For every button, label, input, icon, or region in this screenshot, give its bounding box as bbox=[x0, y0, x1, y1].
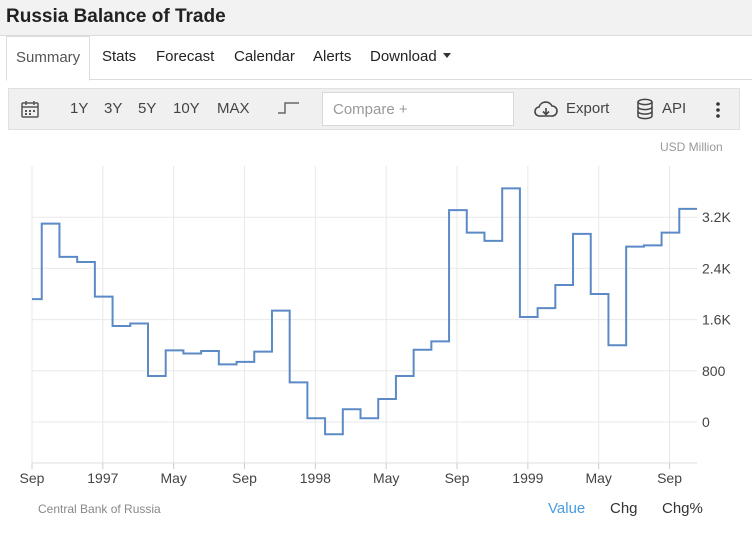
range-5y[interactable]: 5Y bbox=[138, 100, 157, 117]
tab-summary[interactable]: Summary bbox=[6, 36, 91, 81]
range-max[interactable]: MAX bbox=[217, 100, 250, 117]
more-options-icon[interactable] bbox=[715, 101, 721, 119]
tab-download-label: Download bbox=[370, 48, 437, 65]
y-tick-label: 0 bbox=[702, 414, 710, 430]
x-tick-label: 1998 bbox=[300, 470, 331, 486]
mode-chg-percent[interactable]: Chg% bbox=[662, 500, 703, 517]
y-tick-label: 800 bbox=[702, 363, 726, 379]
title-bar: Russia Balance of Trade bbox=[0, 0, 752, 36]
trade-balance-chart: 3.2K 2.4K 1.6K 800 0 Sep 1997 May Sep 1998 May Sep 1… bbox=[20, 166, 731, 486]
x-tick-label: Sep bbox=[20, 470, 45, 486]
x-tick-label: Sep bbox=[445, 470, 470, 486]
range-10y[interactable]: 10Y bbox=[173, 100, 200, 117]
database-icon[interactable] bbox=[635, 98, 655, 120]
tab-stats[interactable]: Stats bbox=[102, 48, 137, 65]
y-tick-label: 3.2K bbox=[702, 209, 731, 225]
x-tick-label: Sep bbox=[232, 470, 257, 486]
mode-value[interactable]: Value bbox=[548, 500, 586, 517]
x-tick-label: May bbox=[373, 470, 399, 486]
caret-down-icon bbox=[442, 52, 451, 58]
step-chart-icon[interactable] bbox=[277, 99, 301, 115]
source-label: Central Bank of Russia bbox=[38, 502, 161, 516]
api-button[interactable]: API bbox=[662, 100, 687, 117]
tab-forecast[interactable]: Forecast bbox=[156, 48, 215, 65]
calendar-icon[interactable] bbox=[20, 99, 40, 119]
x-tick-label: May bbox=[585, 470, 611, 486]
range-1y[interactable]: 1Y bbox=[70, 100, 89, 117]
compare-input[interactable] bbox=[322, 92, 514, 126]
x-tick-label: 1999 bbox=[512, 470, 543, 486]
x-tick-label: Sep bbox=[657, 470, 682, 486]
tab-bar: Summary Stats Forecast Calendar Alerts D… bbox=[6, 36, 752, 81]
x-tick-label: May bbox=[160, 470, 186, 486]
unit-label: USD Million bbox=[660, 140, 723, 154]
x-tick-label: 1997 bbox=[87, 470, 118, 486]
tab-calendar[interactable]: Calendar bbox=[234, 48, 295, 65]
cloud-download-icon[interactable] bbox=[533, 100, 559, 120]
page-title: Russia Balance of Trade bbox=[6, 6, 226, 27]
y-tick-label: 2.4K bbox=[702, 260, 731, 276]
tab-download[interactable]: Download bbox=[370, 36, 451, 80]
tab-alerts[interactable]: Alerts bbox=[313, 48, 352, 65]
y-tick-label: 1.6K bbox=[702, 312, 731, 328]
chart-toolbar: 1Y 3Y 5Y 10Y MAX Export API bbox=[8, 88, 740, 130]
mode-chg[interactable]: Chg bbox=[610, 500, 638, 517]
chart-area: 3.2K 2.4K 1.6K 800 0 Sep 1997 May Sep 1998 May Sep 1… bbox=[0, 130, 752, 541]
range-3y[interactable]: 3Y bbox=[104, 100, 123, 117]
series-line bbox=[32, 187, 697, 436]
export-button[interactable]: Export bbox=[566, 100, 610, 117]
